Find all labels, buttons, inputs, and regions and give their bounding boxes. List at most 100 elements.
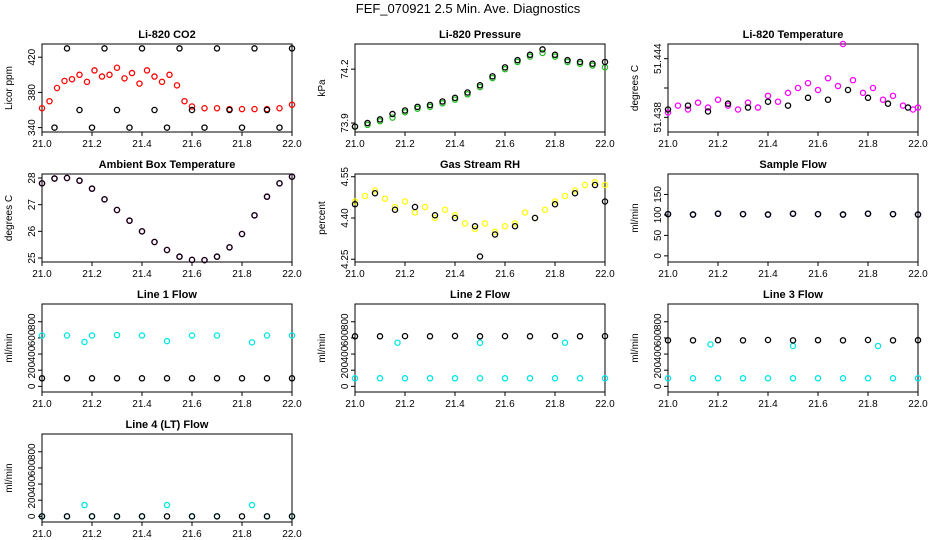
x-tick-label: 21.6 xyxy=(182,139,202,150)
data-point xyxy=(414,103,421,111)
data-point xyxy=(151,106,158,114)
y-tick-label: 200 xyxy=(653,361,664,378)
y-tick-label: 800 xyxy=(340,313,351,330)
data-point xyxy=(389,110,396,118)
data-point xyxy=(238,230,246,238)
data-point xyxy=(914,336,922,344)
x-tick-label: 21.8 xyxy=(858,399,878,410)
data-point xyxy=(126,124,133,131)
data-point xyxy=(511,220,519,227)
data-point xyxy=(789,342,797,350)
data-point xyxy=(914,375,922,382)
x-tick-label: 21.4 xyxy=(758,269,778,280)
y-axis-label: ml/min xyxy=(630,333,641,362)
y-tick-label: 400 xyxy=(340,345,351,362)
x-tick-label: 21.2 xyxy=(82,269,102,280)
data-point xyxy=(789,337,797,344)
data-point xyxy=(38,180,46,187)
data-point xyxy=(263,193,271,200)
data-point xyxy=(844,86,852,94)
plot-line-4-lt-flow: Line 4 (LT) Flow 21.0 21.2 21.4 21.6 21.8 22.0… xyxy=(4,419,302,540)
data-point xyxy=(739,375,747,382)
data-point xyxy=(188,332,196,339)
x-tick-label: 21.4 xyxy=(445,399,465,410)
data-point xyxy=(63,375,71,382)
data-point xyxy=(76,177,83,184)
y-tick-label: 26 xyxy=(27,225,38,237)
x-tick-label: 22.0 xyxy=(595,269,615,280)
data-point xyxy=(361,192,369,200)
plot-frame xyxy=(354,303,606,393)
data-point xyxy=(138,45,146,52)
x-tick-label: 21.8 xyxy=(545,269,565,280)
x-tick-label: 21.0 xyxy=(345,399,365,410)
x-tick-label: 21.2 xyxy=(82,529,102,540)
data-point xyxy=(441,206,449,213)
data-point xyxy=(51,175,58,182)
x-tick-label: 21.0 xyxy=(32,269,52,280)
data-point xyxy=(248,501,256,509)
x-tick-label: 21.2 xyxy=(395,399,415,410)
data-point xyxy=(531,214,539,222)
y-tick-label: 340 xyxy=(27,119,38,136)
data-point xyxy=(664,337,672,344)
data-point xyxy=(68,75,76,83)
data-point xyxy=(804,94,812,102)
data-point xyxy=(38,513,46,520)
data-point xyxy=(351,200,359,208)
x-tick-label: 21.4 xyxy=(132,529,152,540)
data-point xyxy=(248,339,256,346)
data-point xyxy=(188,513,196,520)
data-point xyxy=(351,198,359,205)
data-point xyxy=(351,333,359,340)
data-point xyxy=(81,338,88,346)
data-point xyxy=(704,104,712,111)
y-tick-label: 0 xyxy=(27,383,38,389)
data-point xyxy=(251,212,258,219)
series-0 xyxy=(38,331,296,346)
x-tick-label: 21.0 xyxy=(658,139,678,150)
x-tick-label: 21.6 xyxy=(495,139,515,150)
series-1 xyxy=(51,45,296,131)
series-1 xyxy=(351,181,609,260)
series-0 xyxy=(351,178,609,235)
data-point xyxy=(88,332,96,339)
data-point xyxy=(288,173,296,180)
plot-ambient-box-temperature: Ambient Box Temperature 21.0 21.2 21.4 21.6 2… xyxy=(4,159,302,280)
data-point xyxy=(38,375,46,382)
data-point xyxy=(136,80,143,87)
x-tick-label: 21.6 xyxy=(182,399,202,410)
data-point xyxy=(754,104,762,111)
x-tick-label: 22.0 xyxy=(282,529,302,540)
data-point xyxy=(664,210,672,218)
plot-title: Line 1 Flow xyxy=(137,289,197,301)
x-tick-label: 21.6 xyxy=(182,529,202,540)
x-tick-label: 21.0 xyxy=(32,139,52,150)
data-point xyxy=(839,211,847,218)
x-tick-label: 22.0 xyxy=(595,399,615,410)
data-point xyxy=(774,98,782,105)
data-point xyxy=(113,206,121,214)
data-point xyxy=(724,102,732,109)
y-tick-label: 400 xyxy=(27,475,38,492)
plot-frame xyxy=(41,43,293,133)
y-tick-label: 600 xyxy=(653,329,664,346)
data-point xyxy=(789,210,797,217)
data-point xyxy=(364,119,371,127)
data-point xyxy=(694,99,702,106)
y-axis-label: Licor ppm xyxy=(4,66,15,110)
plot-li-820-co2: Li-820 CO2 21.0 21.2 21.4 21.6 21.8 22.0 340 380… xyxy=(4,29,302,150)
data-point xyxy=(426,375,434,382)
data-point xyxy=(411,209,419,216)
data-point xyxy=(824,74,832,82)
data-point xyxy=(476,333,484,340)
data-point xyxy=(539,46,546,53)
y-tick-label: 150 xyxy=(653,186,664,203)
x-tick-label: 21.2 xyxy=(82,139,102,150)
series-1 xyxy=(664,336,922,344)
data-point xyxy=(674,102,682,109)
data-point xyxy=(351,375,359,382)
series-0 xyxy=(664,40,922,116)
x-tick-label: 21.0 xyxy=(32,399,52,410)
data-point xyxy=(226,106,233,114)
